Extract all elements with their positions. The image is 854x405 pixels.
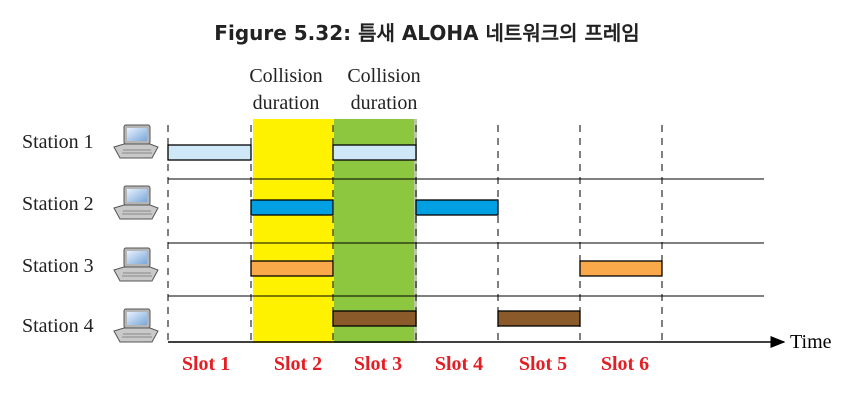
collision-label-2-line-1: Collision [347, 65, 420, 87]
frame-station-2-slot-2 [250, 199, 334, 216]
frame-station-4-slot-5 [497, 310, 581, 327]
laptop-icon [113, 247, 159, 282]
time-axis-label: Time [790, 331, 832, 353]
frame-station-3-slot-2 [250, 260, 334, 277]
laptop-icon [113, 124, 159, 159]
collision-label-1-line-1: Collision [249, 65, 322, 87]
collision-label-1-line-2: duration [253, 92, 320, 114]
frame-station-1-slot-3 [332, 144, 417, 161]
slot-label-5: Slot 5 [519, 353, 567, 375]
station-label-3: Station 3 [22, 255, 94, 277]
station-label-4: Station 4 [22, 315, 94, 337]
laptop-icon [113, 308, 159, 343]
frame-station-1-slot-1 [167, 144, 252, 161]
slot-boundaries [167, 125, 663, 340]
slot-label-4: Slot 4 [435, 353, 483, 375]
frame-station-4-slot-3 [332, 310, 417, 327]
slot-label-3: Slot 3 [354, 353, 402, 375]
slot-label-2: Slot 2 [274, 353, 322, 375]
collision-band-slot-2 [253, 119, 334, 343]
frame-station-2-slot-4 [415, 199, 499, 216]
collision-label-2-line-2: duration [351, 92, 418, 114]
frame-station-3-slot-6 [579, 260, 663, 277]
station-label-2: Station 2 [22, 193, 94, 215]
station-label-1: Station 1 [22, 131, 94, 153]
slot-label-1: Slot 1 [182, 353, 230, 375]
slot-label-6: Slot 6 [601, 353, 649, 375]
laptop-icon [113, 185, 159, 220]
figure-title: Figure 5.32: 틈새 ALOHA 네트워크의 프레임 [214, 21, 640, 45]
